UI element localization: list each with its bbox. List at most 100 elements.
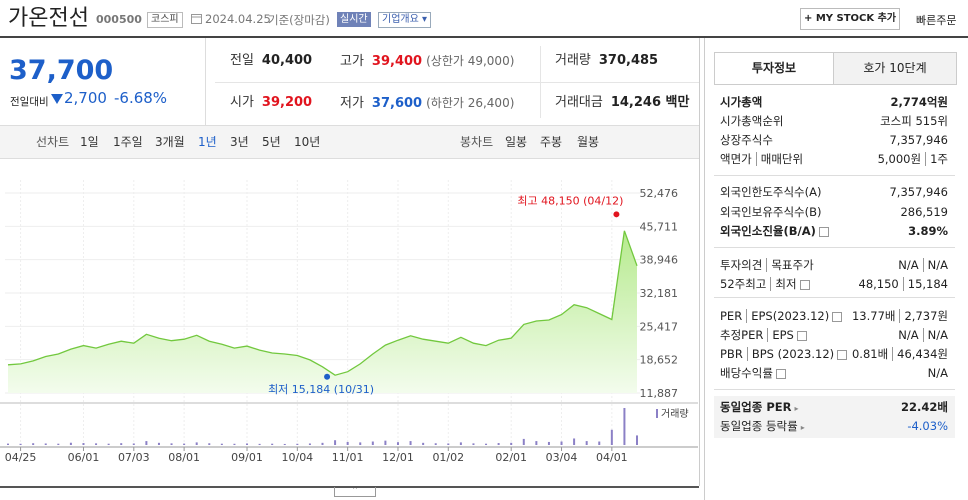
- x-tick-label: 02/01: [495, 451, 527, 464]
- tab[interactable]: 호가 10단계: [833, 52, 957, 85]
- chart: 52,476 45,711 38,946 32,181 25,417 18,652 11,8…: [0, 180, 698, 464]
- company-info-button[interactable]: 기업개요 ▾: [378, 12, 432, 28]
- value: 46,434원: [892, 347, 948, 361]
- y-tick-label: 25,417: [640, 320, 679, 333]
- divider: [714, 297, 955, 298]
- period-tab[interactable]: 일봉: [505, 135, 528, 149]
- volume-bar: [220, 443, 223, 445]
- x-tick-label: 01/02: [432, 451, 464, 464]
- value: 3.89%: [908, 224, 948, 238]
- volume-bar: [107, 443, 110, 445]
- divider: [714, 175, 955, 176]
- stat: 전일 40,400: [230, 51, 312, 71]
- stat-label: 저가: [340, 96, 364, 111]
- stat-value: 14,246 백만: [610, 95, 690, 110]
- label: 상장주식수: [720, 133, 773, 147]
- period-tab[interactable]: 3년: [230, 135, 249, 149]
- tab-selected[interactable]: 투자정보: [714, 52, 834, 84]
- stat: 고가 39,400 (상한가 49,000): [340, 51, 514, 72]
- volume-bar: [535, 441, 538, 445]
- x-tick-label: 03/04: [546, 451, 578, 464]
- volume-bar: [296, 443, 299, 445]
- period-tab[interactable]: 10년: [294, 135, 321, 149]
- help-icon: [775, 368, 786, 379]
- volume-bar: [283, 443, 286, 445]
- calendar-icon: [191, 14, 202, 24]
- collapse-button[interactable]: ⌃: [334, 487, 376, 497]
- label: 외국인한도주식수(A): [720, 185, 822, 199]
- stock-name: 가온전선: [8, 6, 89, 31]
- volume-bar: [19, 443, 22, 445]
- header-rule: [0, 36, 968, 38]
- quick-order[interactable]: 빠른주문: [916, 14, 957, 27]
- label: 동일업종 PER: [720, 400, 792, 414]
- y-tick-label: 32,181: [640, 287, 679, 300]
- y-tick-label: 18,652: [640, 354, 679, 367]
- info-row: 동일업종 등락률 ▸ -4.03%: [720, 417, 948, 435]
- basis: 기준(장마감): [268, 13, 330, 27]
- period-tab[interactable]: 주봉: [540, 135, 563, 149]
- period-tab[interactable]: 3개월: [155, 135, 185, 149]
- period-tab[interactable]: 5년: [262, 135, 281, 149]
- volume-bar: [346, 441, 349, 445]
- period-tab[interactable]: 1일: [80, 135, 99, 149]
- value: 22.42배: [901, 400, 948, 414]
- arrow-icon: ▸: [794, 404, 799, 413]
- row-label: 시가총액순위: [720, 112, 783, 130]
- period-label: 선차트: [36, 135, 70, 149]
- volume-bar: [371, 441, 374, 445]
- divider: [540, 46, 541, 118]
- y-tick-label: 11,887: [640, 387, 679, 400]
- period-bar: [0, 125, 699, 159]
- volume-bar: [145, 441, 148, 445]
- y-tick-label: 52,476: [640, 187, 679, 200]
- stat: 저가 37,600 (하한가 26,400): [340, 93, 514, 114]
- date: 2024.04.25: [205, 12, 271, 26]
- value: N/A: [922, 328, 948, 342]
- period-tab[interactable]: 1년: [198, 135, 217, 149]
- stock-code: 000500: [96, 13, 142, 26]
- change-pct: -6.68%: [114, 89, 168, 107]
- legend-swatch: [656, 409, 658, 418]
- volume-bar: [246, 443, 249, 445]
- row-value: 5,000원 1주: [878, 150, 948, 168]
- value: -4.03%: [907, 419, 948, 433]
- info-row: PBR BPS (2023.12) 0.81배 46,434원: [720, 345, 948, 363]
- period-tab[interactable]: 1주일: [113, 135, 143, 149]
- label: 추정PER: [720, 328, 764, 342]
- price-area: [8, 230, 637, 393]
- realtime-badge[interactable]: 실시간: [337, 12, 371, 27]
- stat-value: 37,600: [371, 96, 423, 111]
- stat-value: 39,400: [371, 54, 423, 69]
- volume-bar: [195, 442, 198, 445]
- label: 외국인소진율(B/A): [720, 224, 816, 238]
- stat-label: 거래량: [555, 53, 591, 68]
- volume-bar: [321, 442, 324, 445]
- annotation-label: 최저 15,184 (10/31): [268, 383, 374, 396]
- stat-note: (상한가 49,000): [426, 54, 515, 68]
- volume-bar: [258, 443, 261, 445]
- value: N/A: [927, 366, 948, 380]
- company-info-label: 기업개요: [382, 14, 419, 25]
- my-stock-button[interactable]: + MY STOCK 추가: [800, 8, 900, 30]
- stat-label: 전일: [230, 53, 254, 68]
- value: 15,184: [902, 277, 948, 291]
- volume-bar: [32, 443, 35, 445]
- help-icon: [837, 349, 848, 360]
- volume-bar: [447, 443, 450, 445]
- info-row: 추정PER EPS N/A N/A: [720, 326, 948, 344]
- x-tick-label: 10/04: [281, 451, 313, 464]
- divider: [714, 247, 955, 248]
- row-value: 2,774억원: [890, 93, 948, 111]
- row-value: 7,357,946: [889, 183, 948, 201]
- arrow-icon: ▸: [800, 423, 805, 432]
- row-value: N/A N/A: [898, 256, 948, 274]
- row-label: 외국인보유주식수(B): [720, 203, 822, 221]
- volume-bar: [384, 440, 387, 445]
- x-tick-label: 04/01: [596, 451, 628, 464]
- period-tab[interactable]: 월봉: [577, 135, 600, 149]
- label: 52주최고: [720, 277, 767, 291]
- sector-box: [714, 396, 955, 438]
- volume-bar: [233, 443, 236, 445]
